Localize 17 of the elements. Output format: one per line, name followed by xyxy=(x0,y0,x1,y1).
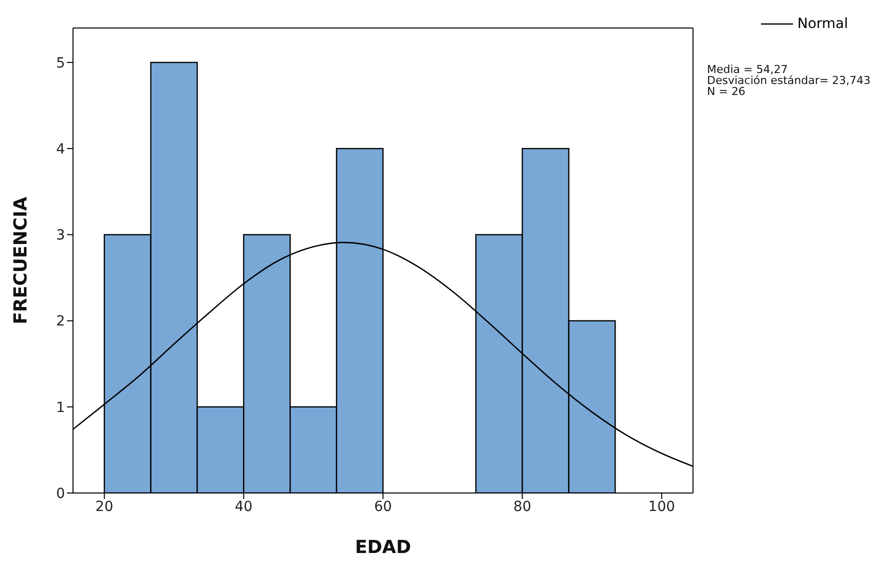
text: N = 26 xyxy=(707,85,746,98)
text: Media = 54,27 xyxy=(707,63,788,76)
x-tick-label: 20 xyxy=(95,498,114,515)
x-axis-title: EDAD xyxy=(354,537,412,558)
y-tick-label: 4 xyxy=(56,142,66,158)
x-tick-label: 40 xyxy=(234,498,253,515)
y-tick-label: 1 xyxy=(56,400,65,416)
y-tick-label: 5 xyxy=(56,55,65,72)
x-tick-label: 100 xyxy=(648,498,676,515)
y-tick-label: 2 xyxy=(56,314,65,330)
legend-label: Normal xyxy=(797,16,848,32)
y-tick-label: 0 xyxy=(56,486,65,502)
y-axis-title: FRECUENCIA xyxy=(10,196,32,324)
text: Desviación estándar= 23,743 xyxy=(707,74,871,87)
x-tick-label: 80 xyxy=(513,498,532,515)
x-tick-label: 60 xyxy=(374,498,392,515)
y-tick-label: 3 xyxy=(56,228,65,244)
